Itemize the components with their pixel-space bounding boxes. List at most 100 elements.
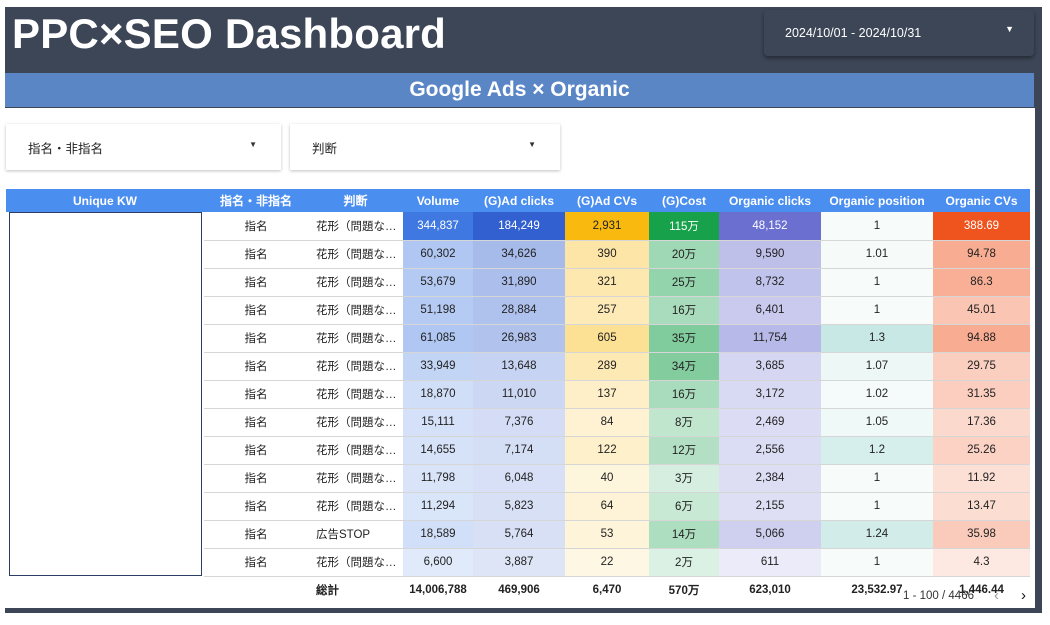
table-cell-named: 指名 xyxy=(204,268,308,297)
table-cell-organic-position: 1 xyxy=(821,548,933,577)
column-header-ad-cvs[interactable]: (G)Ad CVs xyxy=(565,189,649,212)
date-range-picker[interactable]: 2024/10/01 - 2024/10/31 ▼ xyxy=(764,10,1034,56)
table-row[interactable]: 指名 花形（問題なし） 14,655 7,174 122 12万 2,556 1.2 25.26 xyxy=(6,436,1030,465)
column-header-cost[interactable]: (G)Cost xyxy=(649,189,719,212)
filter-named-dropdown[interactable]: 指名・非指名 ▼ xyxy=(6,124,281,170)
table-cell-organic-position: 1.01 xyxy=(821,240,933,269)
table-cell-volume: 344,837 xyxy=(403,212,473,241)
column-header-unique-kw[interactable]: Unique KW xyxy=(6,189,204,212)
section-banner: Google Ads × Organic xyxy=(5,73,1034,107)
table-cell-cost: 16万 xyxy=(649,380,719,409)
column-header-volume[interactable]: Volume xyxy=(403,189,473,212)
table-cell-cost: 12万 xyxy=(649,436,719,465)
table-row[interactable]: 指名 花形（問題なし） 344,837 184,249 2,931 115万 48,152 1… xyxy=(6,212,1030,576)
totals-cell-cost: 570万 xyxy=(668,585,700,598)
table-cell-organic-clicks: 8,732 xyxy=(719,268,821,297)
table-cell-organic-clicks: 2,469 xyxy=(719,408,821,437)
table-cell-cost: 2万 xyxy=(649,548,719,577)
table-row[interactable]: 指名 花形（問題なし） 11,294 5,823 64 6万 2,155 1 13.47 xyxy=(6,492,1030,521)
caret-down-icon: ▼ xyxy=(528,140,536,149)
table-row[interactable]: 指名 花形（問題なし） 11,798 6,048 40 3万 2,384 1 11.92 xyxy=(6,464,1030,493)
table-cell-ad-cvs: 289 xyxy=(565,352,649,381)
table-cell-judgement: 花形（問題なし） xyxy=(308,464,403,493)
table-cell-cost: 6万 xyxy=(649,492,719,521)
totals-cell-ad-clicks: 469,906 xyxy=(498,584,540,597)
table-cell-named: 指名 xyxy=(204,464,308,493)
table-cell-judgement: 花形（問題なし） xyxy=(308,296,403,325)
table-cell-named: 指名 xyxy=(204,548,308,577)
table-cell-organic-clicks: 5,066 xyxy=(719,520,821,549)
table-row[interactable]: 指名 花形（問題なし） 53,679 31,890 321 25万 8,732 1 86.3 xyxy=(6,268,1030,297)
table-cell-ad-clicks: 5,823 xyxy=(473,492,565,521)
table-cell-organic-clicks: 11,754 xyxy=(719,324,821,353)
table-cell-judgement: 花形（問題なし） xyxy=(308,408,403,437)
column-header-organic-clicks[interactable]: Organic clicks xyxy=(719,189,821,212)
table-cell-organic-cvs: 11.92 xyxy=(933,464,1030,493)
table-cell-judgement: 花形（問題なし） xyxy=(308,324,403,353)
table-cell-volume: 60,302 xyxy=(403,240,473,269)
column-header-organic-cvs[interactable]: Organic CVs xyxy=(933,189,1030,212)
table-row[interactable]: 指名 花形（問題なし） 18,870 11,010 137 16万 3,172 1.02 31.… xyxy=(6,380,1030,409)
table-row[interactable]: 指名 花形（問題なし） 6,600 3,887 22 2万 611 1 4.3 xyxy=(6,548,1030,577)
table-cell-ad-clicks: 7,376 xyxy=(473,408,565,437)
table-cell-ad-clicks: 26,983 xyxy=(473,324,565,353)
table-cell-ad-cvs: 84 xyxy=(565,408,649,437)
table-cell-ad-clicks: 5,764 xyxy=(473,520,565,549)
table-cell-organic-cvs: 31.35 xyxy=(933,380,1030,409)
unique-kw-box xyxy=(9,212,202,576)
data-table-container: Unique KW 指名・非指名 判断 Volume (G)Ad clicks (G)Ad… xyxy=(6,189,1030,604)
table-cell-organic-cvs: 13.47 xyxy=(933,492,1030,521)
table-cell-volume: 11,294 xyxy=(403,492,473,521)
data-table: Unique KW 指名・非指名 判断 Volume (G)Ad clicks (G)Ad… xyxy=(6,189,1030,604)
table-cell-ad-clicks: 7,174 xyxy=(473,436,565,465)
caret-down-icon: ▼ xyxy=(1005,24,1014,34)
table-cell-organic-cvs: 25.26 xyxy=(933,436,1030,465)
table-cell-organic-position: 1.2 xyxy=(821,436,933,465)
table-row[interactable]: 指名 花形（問題なし） 61,085 26,983 605 35万 11,754 1.3 94.… xyxy=(6,324,1030,353)
table-cell-organic-cvs: 35.98 xyxy=(933,520,1030,549)
column-header-judgement[interactable]: 判断 xyxy=(308,189,403,212)
table-row[interactable]: 指名 広告STOP 18,589 5,764 53 14万 5,066 1.24 35.98 xyxy=(6,520,1030,549)
table-row[interactable]: 指名 花形（問題なし） 15,111 7,376 84 8万 2,469 1.05 17.36 xyxy=(6,408,1030,437)
chevron-left-icon[interactable]: ‹ xyxy=(994,587,999,604)
table-cell-volume: 14,655 xyxy=(403,436,473,465)
table-cell-judgement: 花形（問題なし） xyxy=(308,548,403,577)
table-cell-named: 指名 xyxy=(204,436,308,465)
table-cell-organic-position: 1.24 xyxy=(821,520,933,549)
totals-cell-organic-cvs: 1,446.44 xyxy=(959,584,1004,597)
table-cell-ad-clicks: 6,048 xyxy=(473,464,565,493)
table-cell-judgement: 花形（問題なし） xyxy=(308,436,403,465)
chevron-right-icon[interactable]: › xyxy=(1021,587,1026,604)
table-cell-volume: 11,798 xyxy=(403,464,473,493)
column-header-ad-clicks[interactable]: (G)Ad clicks xyxy=(473,189,565,212)
table-row[interactable]: 指名 花形（問題なし） 33,949 13,648 289 34万 3,685 1.07 29.… xyxy=(6,352,1030,381)
table-cell-organic-position: 1.05 xyxy=(821,408,933,437)
table-cell-cost: 25万 xyxy=(649,268,719,297)
table-cell-organic-clicks: 6,401 xyxy=(719,296,821,325)
table-cell-volume: 15,111 xyxy=(403,408,473,437)
table-cell-judgement: 花形（問題なし） xyxy=(308,268,403,297)
column-header-organic-position[interactable]: Organic position xyxy=(821,189,933,212)
table-row[interactable]: 指名 花形（問題なし） 60,302 34,626 390 20万 9,590 1.01 94.… xyxy=(6,240,1030,269)
table-row[interactable]: 指名 花形（問題なし） 51,198 28,884 257 16万 6,401 1 45.01 xyxy=(6,296,1030,325)
table-cell-ad-clicks: 28,884 xyxy=(473,296,565,325)
table-cell-organic-position: 1 xyxy=(821,492,933,521)
table-cell-volume: 18,870 xyxy=(403,380,473,409)
filter-judgement-dropdown[interactable]: 判断 ▼ xyxy=(290,124,560,170)
table-cell-ad-clicks: 13,648 xyxy=(473,352,565,381)
table-cell-cost: 20万 xyxy=(649,240,719,269)
table-cell-named: 指名 xyxy=(204,240,308,269)
table-cell-organic-position: 1 xyxy=(821,212,933,241)
table-cell-volume: 51,198 xyxy=(403,296,473,325)
table-cell-cost: 35万 xyxy=(649,324,719,353)
table-cell-volume: 6,600 xyxy=(403,548,473,577)
table-cell-ad-clicks: 11,010 xyxy=(473,380,565,409)
table-cell-ad-clicks: 3,887 xyxy=(473,548,565,577)
table-cell-volume: 18,589 xyxy=(403,520,473,549)
column-header-named[interactable]: 指名・非指名 xyxy=(204,189,308,212)
table-cell-organic-clicks: 2,155 xyxy=(719,492,821,521)
table-cell-named: 指名 xyxy=(204,352,308,381)
table-cell-named: 指名 xyxy=(204,520,308,549)
totals-cell-organic-position: 23,532.97 xyxy=(851,584,903,597)
totals-cell-volume: 14,006,788 xyxy=(409,584,467,597)
